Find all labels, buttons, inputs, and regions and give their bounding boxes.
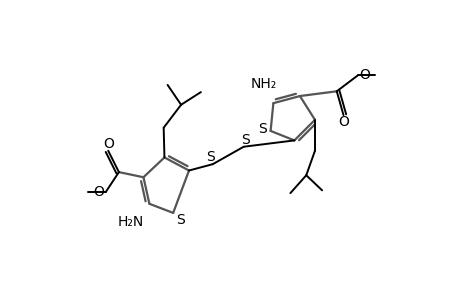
Text: O: O [102,136,113,151]
Text: H₂N: H₂N [118,214,144,229]
Text: NH₂: NH₂ [250,77,276,91]
Text: S: S [258,122,267,136]
Text: S: S [175,213,184,227]
Text: O: O [93,185,104,199]
Text: O: O [358,68,369,83]
Text: S: S [241,133,250,147]
Text: S: S [206,150,215,164]
Text: O: O [337,115,348,129]
